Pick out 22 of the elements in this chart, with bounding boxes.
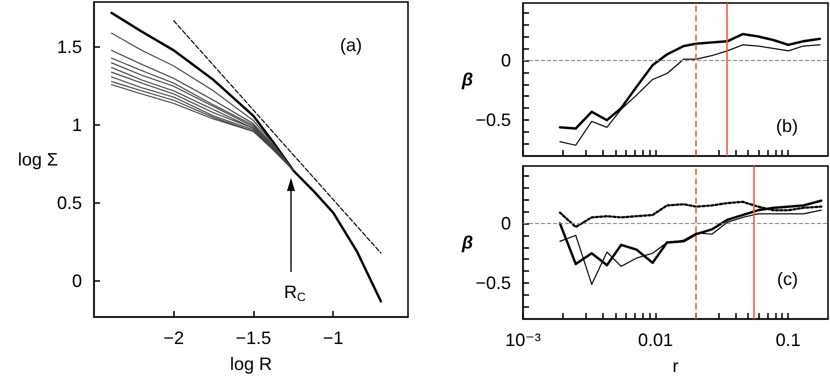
- y-tick-label: 0: [500, 213, 511, 234]
- x-tick-label: −2: [163, 328, 184, 348]
- x-tick-label: −1.5: [236, 328, 272, 348]
- y-tick-label: 0: [500, 50, 511, 70]
- x-axis-title: log R: [230, 354, 272, 374]
- y-axis-title: β: [460, 70, 473, 90]
- annotation: (c): [777, 269, 798, 289]
- annotation: (b): [776, 116, 798, 136]
- x-tick-label: 10⁻³: [505, 330, 541, 350]
- y-axis-title: log Σ: [18, 150, 58, 170]
- x-tick-label: 0.1: [776, 330, 801, 350]
- annotation: (a): [340, 35, 362, 55]
- y-tick-label: 0.5: [56, 193, 82, 214]
- y-tick-label: −0.5: [475, 110, 511, 130]
- x-tick-label: 0.01: [638, 330, 674, 350]
- y-tick-label: −0.5: [475, 273, 511, 294]
- x-axis-title: r: [672, 356, 678, 376]
- x-tick-label: −1: [322, 328, 344, 348]
- y-tick-label: 0: [72, 271, 82, 292]
- y-tick-label: 1: [72, 115, 82, 136]
- y-axis-title: β: [460, 232, 473, 252]
- y-tick-label: 1.5: [56, 37, 82, 58]
